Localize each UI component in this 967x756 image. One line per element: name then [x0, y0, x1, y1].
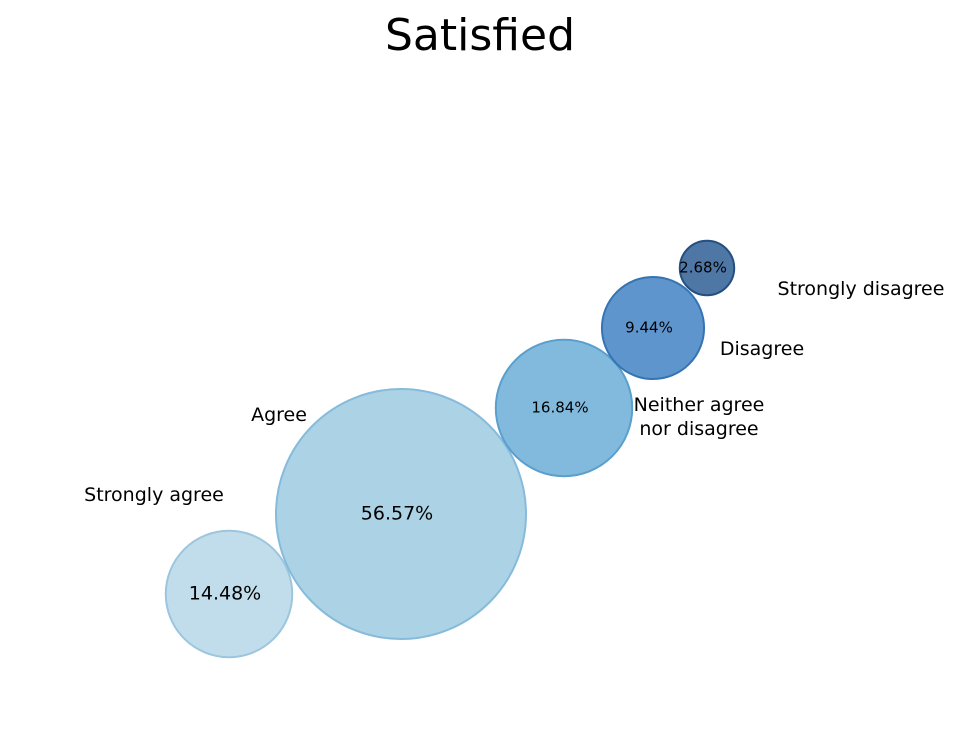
bubble-value-label-4: 2.68%	[679, 259, 727, 277]
bubble-0	[164, 529, 294, 659]
bubble-value-label-0: 14.48%	[189, 583, 261, 605]
category-label-1: Agree	[251, 404, 307, 426]
bubble-value-label-2: 16.84%	[531, 399, 588, 417]
bubble-4	[678, 239, 736, 297]
category-label-4: Strongly disagree	[778, 278, 945, 300]
category-label-2: Neither agree nor disagree	[634, 394, 765, 440]
category-label-3: Disagree	[720, 338, 804, 360]
bubble-value-label-1: 56.57%	[361, 503, 433, 525]
bubble-2	[494, 338, 634, 478]
bubble-value-label-3: 9.44%	[625, 319, 673, 337]
bubble-3	[600, 275, 706, 381]
bubble-group: 14.48% Strongly agree 56.57% Agree 16.84% Nei…	[84, 239, 945, 659]
chart-title: Satisfied	[385, 10, 575, 61]
bubble-1	[275, 388, 527, 640]
category-label-0: Strongly agree	[84, 484, 224, 506]
